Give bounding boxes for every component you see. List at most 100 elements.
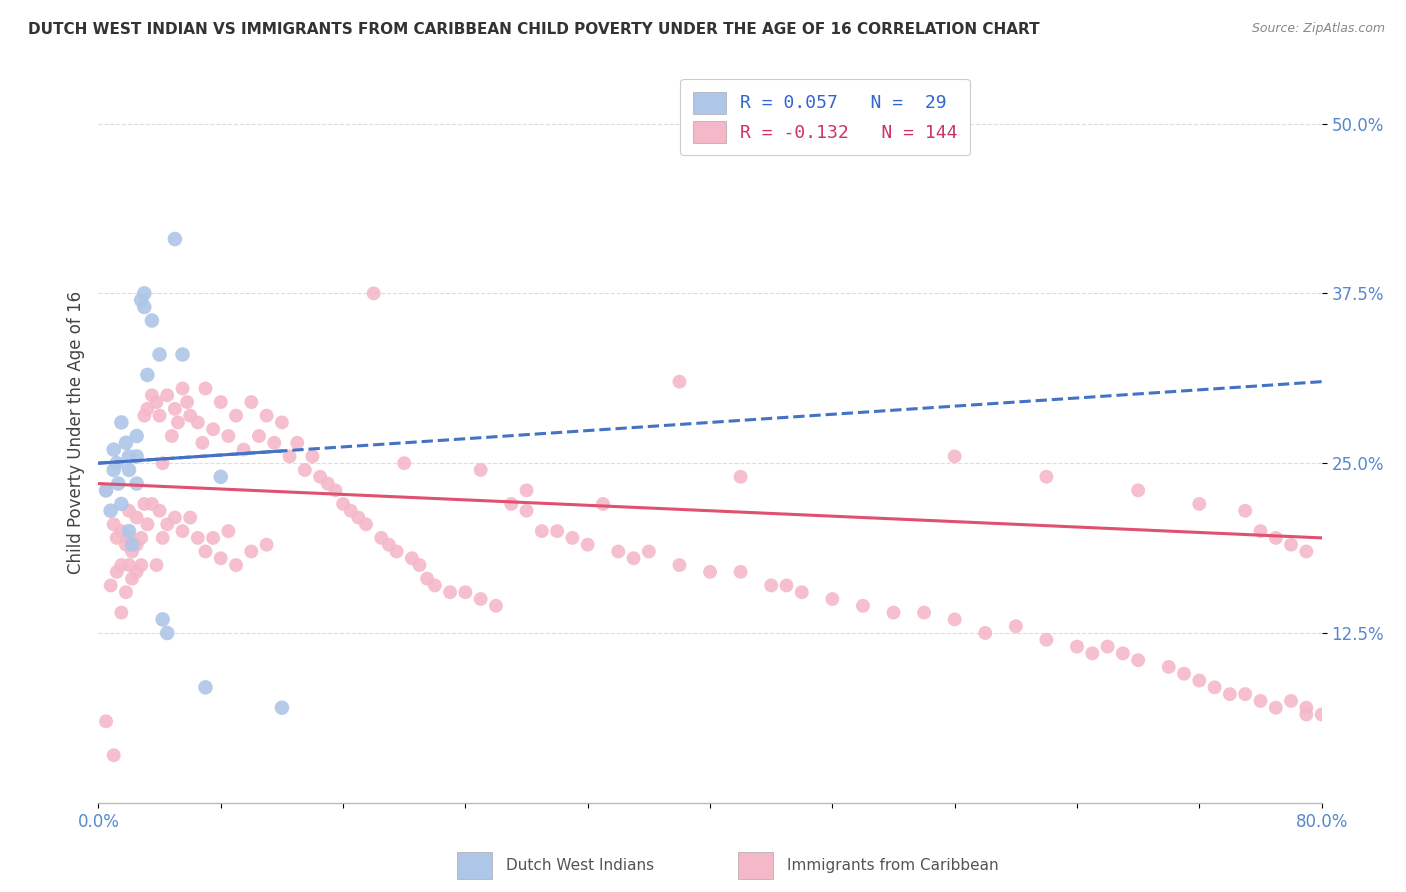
Point	[316, 476, 339, 491]
Point	[134, 409, 156, 423]
Point	[240, 544, 263, 558]
Point	[485, 599, 508, 613]
Point	[121, 544, 143, 558]
Point	[263, 435, 285, 450]
Point	[1234, 687, 1257, 701]
Point	[118, 558, 141, 572]
Point	[1081, 646, 1104, 660]
Point	[1295, 707, 1317, 722]
Point	[179, 409, 201, 423]
Point	[454, 585, 477, 599]
Point	[363, 286, 385, 301]
Point	[100, 578, 122, 592]
Point	[1279, 694, 1302, 708]
Point	[94, 714, 117, 729]
Point	[103, 463, 125, 477]
Point	[1188, 497, 1211, 511]
Point	[152, 612, 174, 626]
Point	[118, 463, 141, 477]
Point	[1173, 666, 1195, 681]
Point	[194, 681, 217, 695]
Point	[339, 504, 361, 518]
Point	[105, 531, 128, 545]
Point	[561, 531, 583, 545]
Point	[107, 476, 129, 491]
Point	[115, 435, 138, 450]
Point	[103, 748, 125, 763]
Point	[134, 300, 156, 314]
Point	[1112, 646, 1135, 660]
Point	[118, 531, 141, 545]
Point	[1066, 640, 1088, 654]
Point	[134, 497, 156, 511]
Point	[1219, 687, 1241, 701]
Point	[136, 401, 159, 416]
Point	[1097, 640, 1119, 654]
Point	[176, 395, 198, 409]
Point	[332, 497, 354, 511]
Point	[470, 463, 492, 477]
Point	[607, 544, 630, 558]
Point	[149, 504, 172, 518]
Point	[256, 409, 278, 423]
Point	[730, 469, 752, 483]
Point	[179, 510, 201, 524]
Point	[129, 558, 152, 572]
Point	[125, 510, 148, 524]
Point	[354, 517, 377, 532]
Point	[209, 551, 232, 566]
Point	[110, 606, 132, 620]
Point	[775, 578, 797, 592]
Point	[141, 388, 163, 402]
Point	[1157, 660, 1180, 674]
Point	[401, 551, 423, 566]
Point	[149, 347, 172, 361]
Point	[974, 626, 997, 640]
Point	[385, 544, 408, 558]
Text: DUTCH WEST INDIAN VS IMMIGRANTS FROM CARIBBEAN CHILD POVERTY UNDER THE AGE OF 16: DUTCH WEST INDIAN VS IMMIGRANTS FROM CAR…	[28, 22, 1040, 37]
Point	[160, 429, 183, 443]
Point	[115, 585, 138, 599]
Point	[94, 483, 117, 498]
Point	[516, 483, 538, 498]
Point	[141, 313, 163, 327]
Point	[125, 476, 148, 491]
Legend: R = 0.057   N =  29, R = -0.132   N = 144: R = 0.057 N = 29, R = -0.132 N = 144	[681, 78, 970, 155]
Point	[118, 504, 141, 518]
Point	[194, 382, 217, 396]
Point	[516, 504, 538, 518]
Point	[167, 416, 190, 430]
Point	[883, 606, 905, 620]
Text: Dutch West Indians: Dutch West Indians	[506, 858, 654, 872]
Point	[1204, 681, 1226, 695]
Point	[121, 572, 143, 586]
Point	[623, 551, 645, 566]
Point	[105, 456, 128, 470]
Point	[225, 558, 247, 572]
Point	[232, 442, 254, 457]
Point	[1035, 632, 1057, 647]
Point	[294, 463, 316, 477]
Point	[145, 395, 167, 409]
Point	[637, 544, 661, 558]
Point	[100, 504, 122, 518]
Point	[546, 524, 568, 538]
Point	[110, 524, 132, 538]
Point	[1264, 531, 1286, 545]
Point	[145, 558, 167, 572]
Point	[152, 531, 174, 545]
Point	[209, 469, 232, 483]
Point	[217, 524, 239, 538]
Point	[501, 497, 523, 511]
Point	[194, 544, 217, 558]
Point	[668, 375, 690, 389]
Point	[309, 469, 332, 483]
Point	[225, 409, 247, 423]
Point	[592, 497, 614, 511]
Point	[1004, 619, 1026, 633]
Point	[270, 700, 292, 714]
Point	[270, 416, 292, 430]
Point	[1234, 504, 1257, 518]
Point	[125, 429, 148, 443]
Point	[163, 401, 186, 416]
